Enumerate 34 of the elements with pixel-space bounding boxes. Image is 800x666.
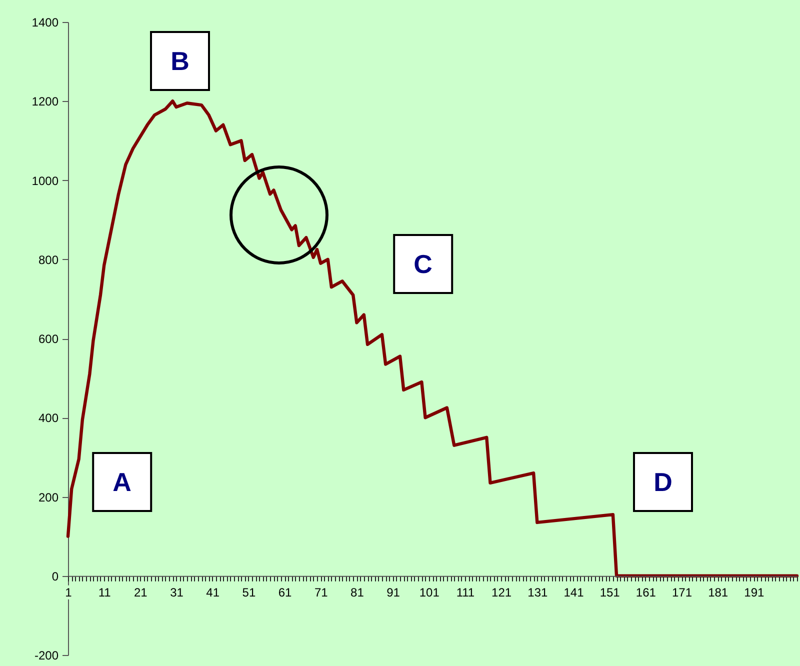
y-tick-label: 1400 <box>32 16 59 30</box>
annotation: B <box>170 46 190 76</box>
x-tick-label: 141 <box>564 585 584 600</box>
x-tick-label: 101 <box>419 585 440 600</box>
y-tick-label: 200 <box>38 490 59 504</box>
annotation: A <box>112 467 132 497</box>
x-tick-label: 41 <box>206 585 220 600</box>
x-tick-label: 81 <box>350 585 364 600</box>
x-tick-label: 91 <box>386 585 400 600</box>
annotation: C <box>414 249 433 279</box>
y-tick-label: 600 <box>38 332 59 346</box>
x-tick-label: 11 <box>98 585 112 600</box>
y-tick-label: -200 <box>34 648 59 662</box>
x-tick-label: 61 <box>278 585 292 600</box>
x-tick-label: 161 <box>636 585 656 600</box>
x-tick-label: 71 <box>314 585 328 600</box>
x-tick-label: 151 <box>600 585 620 600</box>
x-tick-label: 51 <box>242 585 256 600</box>
x-tick-label: 121 <box>492 585 512 600</box>
annotation: D <box>654 467 672 497</box>
x-tick-label: 191 <box>744 585 765 600</box>
y-tick-label: 0 <box>52 569 59 584</box>
x-tick-label: 111 <box>456 585 475 600</box>
y-tick-label: 1000 <box>32 174 59 188</box>
x-tick-label: 31 <box>170 585 184 600</box>
y-tick-label: 400 <box>38 411 59 426</box>
x-tick-label: 1 <box>65 585 72 600</box>
y-tick-label: 800 <box>38 252 59 267</box>
x-tick-label: 181 <box>708 585 728 600</box>
x-tick-label: 131 <box>528 585 548 600</box>
line-series <box>66 100 799 578</box>
x-tick-label: 21 <box>134 585 148 600</box>
x-tick-label: 171 <box>672 585 692 600</box>
y-tick-label: 1200 <box>32 94 59 109</box>
